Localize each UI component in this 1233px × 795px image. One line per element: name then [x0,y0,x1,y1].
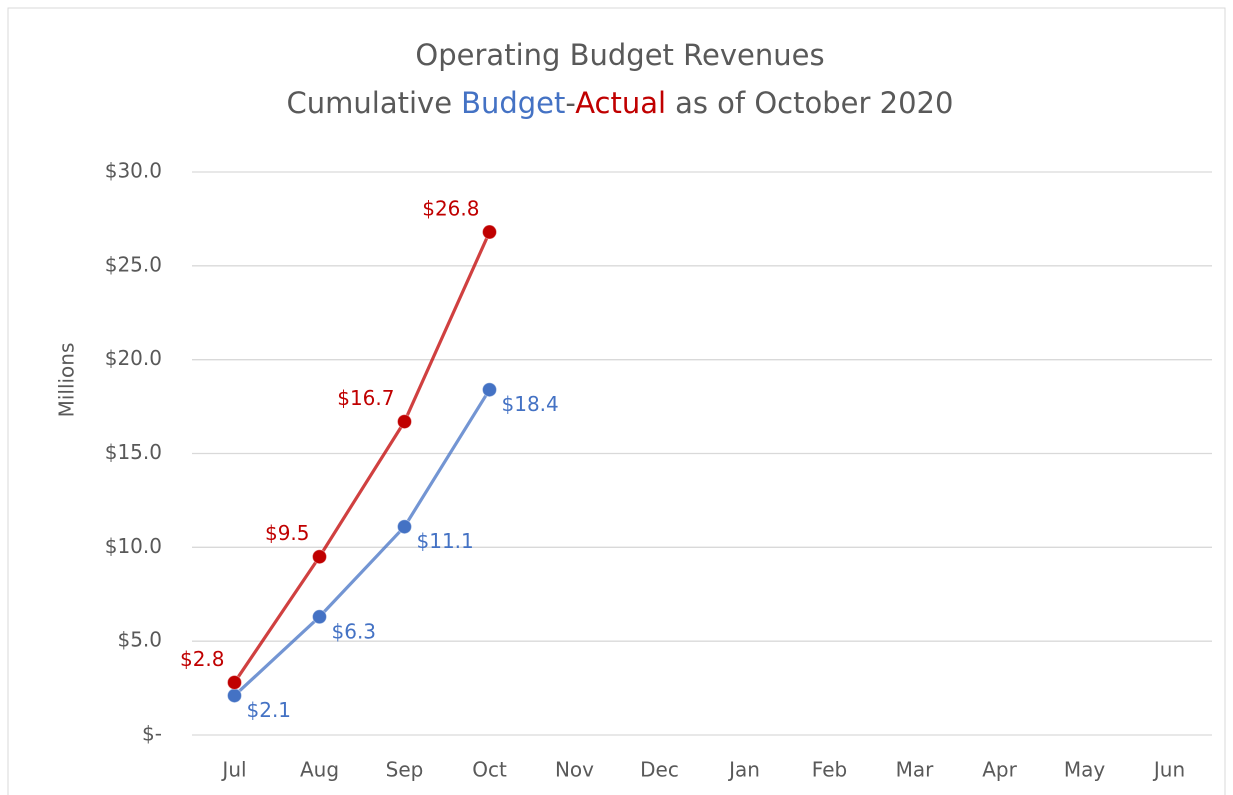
data-label: $2.1 [247,698,292,722]
data-label: $2.8 [180,647,225,671]
data-point [227,674,242,690]
x-tick-label: Nov [555,758,594,782]
data-label: $6.3 [332,619,377,643]
data-label: $26.8 [422,197,479,221]
x-tick-label: May [1064,758,1106,782]
data-label: $11.1 [417,529,474,553]
data-point [397,414,412,430]
x-tick-label: Jul [220,758,246,782]
subtitle-prefix: Cumulative [287,86,453,120]
subtitle-series: Actual [575,86,666,120]
y-tick-label: $5.0 [117,628,162,652]
x-tick-label: Oct [472,758,507,782]
subtitle-series: Budget [461,86,565,120]
x-tick-label: Mar [896,758,935,782]
data-label: $18.4 [502,392,559,416]
series-line [233,231,491,684]
subtitle-joiner: - [565,86,575,120]
y-tick-label: $20.0 [105,346,162,370]
y-tick-label: $15.0 [105,440,162,464]
subtitle-suffix: as of October 2020 [675,86,953,120]
data-label: $9.5 [265,521,310,545]
chart-subtitle: Cumulative Budget-Actual as of October 202… [287,86,954,120]
x-tick-label: Jan [727,758,760,782]
data-point [227,688,242,704]
y-axis-label: Millions [55,343,79,418]
y-tick-label: $25.0 [105,252,162,276]
data-point [312,549,327,565]
data-label: $16.7 [337,386,394,410]
y-tick-label: $30.0 [105,159,162,183]
x-tick-label: Dec [640,758,679,782]
x-tick-label: Aug [300,758,339,782]
y-tick-label: $10.0 [105,534,162,558]
x-tick-label: Feb [812,758,847,782]
chart-title: Operating Budget Revenues [415,38,824,72]
chart-frame [7,7,1226,795]
x-tick-label: Sep [386,758,424,782]
x-tick-label: Jun [1152,758,1185,782]
data-point [312,609,327,625]
data-point [397,519,412,535]
series-line [233,388,491,697]
y-tick-label: $- [142,722,162,746]
data-point [482,382,497,398]
x-tick-label: Apr [982,758,1017,782]
data-point [482,224,497,240]
